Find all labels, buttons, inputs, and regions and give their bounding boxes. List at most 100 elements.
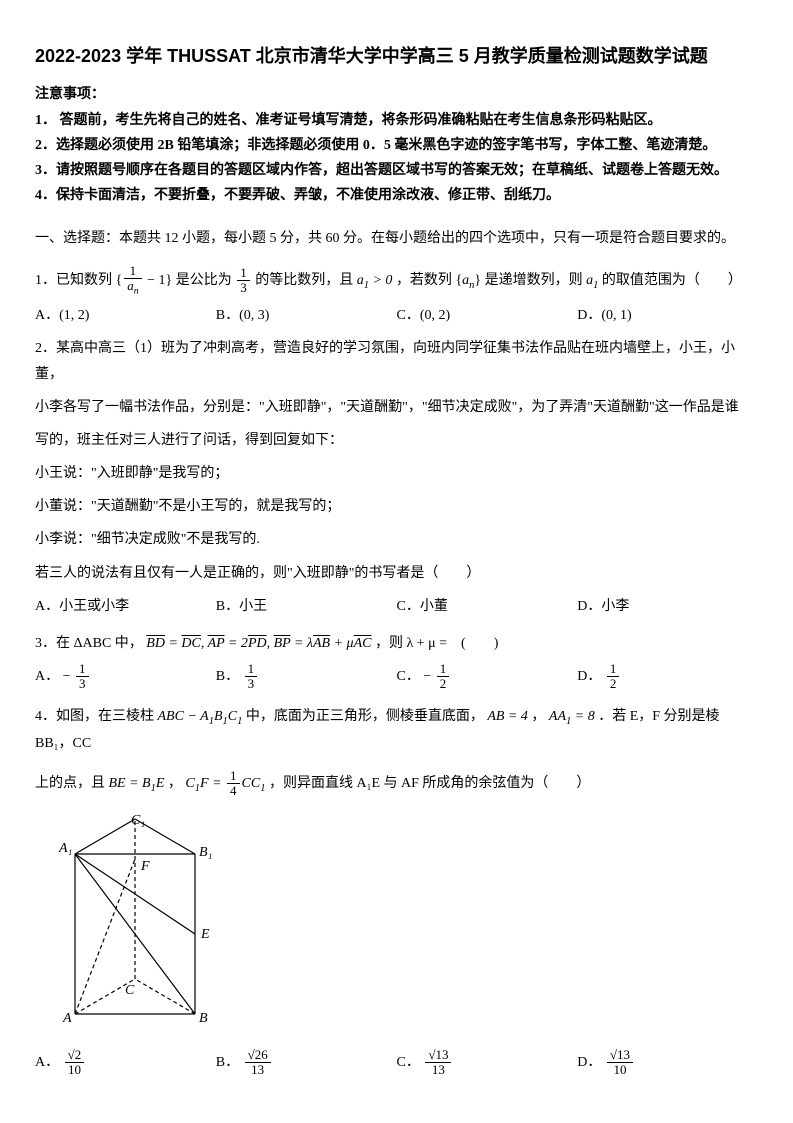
q2-line6: 小李说："细节决定成败"不是我写的. bbox=[35, 527, 758, 552]
q2-option-b: B．小王 bbox=[216, 594, 397, 619]
q2-options: A．小王或小李 B．小王 C．小董 D．小李 bbox=[35, 594, 758, 619]
q1-prefix: 1．已知数列 bbox=[35, 273, 112, 288]
q1-optB-label: B． bbox=[216, 308, 239, 323]
q1-optA-val: (1, 2) bbox=[59, 308, 89, 323]
q3-optD-frac: 12 bbox=[607, 662, 620, 692]
q4-l1a: 4．如图，在三棱柱 bbox=[35, 709, 158, 724]
label-C: C bbox=[125, 983, 135, 998]
q4-optB-label: B． bbox=[216, 1055, 239, 1070]
q1-option-a: A．(1, 2) bbox=[35, 303, 216, 328]
q1-mid3: ，若数列 bbox=[396, 273, 452, 288]
q1-suffix: 的取值范围为（ ） bbox=[602, 273, 742, 288]
question-3: 3．在 ΔABC 中， BD = DC, AP = 2PD, BP = λAB … bbox=[35, 631, 758, 656]
q4-option-c: C． √1313 bbox=[397, 1048, 578, 1078]
q3-optA-label: A． bbox=[35, 669, 59, 684]
q4-ab: AB = 4 bbox=[487, 709, 528, 724]
notice-3: 3．请按照题号顺序在各题目的答题区域内作答，超出答题区域书写的答案无效；在草稿纸… bbox=[35, 158, 758, 183]
label-B1: B₁ bbox=[199, 845, 212, 860]
q4-l2a: 上的点，且 bbox=[35, 776, 109, 791]
q1-option-d: D．(0, 1) bbox=[577, 303, 758, 328]
q4-cc1: CC1 bbox=[242, 776, 266, 791]
q1-option-b: B．(0, 3) bbox=[216, 303, 397, 328]
notice-4: 4．保持卡面清洁，不要折叠，不要弄破、弄皱，不准使用涂改液、修正带、刮纸刀。 bbox=[35, 183, 758, 208]
q1-seq-frac: 1an bbox=[124, 264, 141, 298]
q1-seq2: {an} bbox=[455, 273, 481, 288]
q4-optC-frac: √1313 bbox=[425, 1048, 451, 1078]
q3-optC-label: C． bbox=[397, 669, 420, 684]
q1-optD-val: (0, 1) bbox=[601, 308, 631, 323]
q3-optC-frac: 12 bbox=[437, 662, 450, 692]
q3-option-c: C． − 12 bbox=[397, 662, 578, 692]
label-B: B bbox=[199, 1011, 208, 1024]
q1-option-c: C．(0, 2) bbox=[397, 303, 578, 328]
question-4-line1: 4．如图，在三棱柱 ABC − A1B1C1 中，底面为正三角形，侧棱垂直底面，… bbox=[35, 704, 758, 757]
q4-options: A． √210 B． √2613 C． √1313 D． √1310 bbox=[35, 1048, 758, 1078]
q2-line3: 写的，班主任对三人进行了问话，得到回复如下： bbox=[35, 428, 758, 453]
q4-option-a: A． √210 bbox=[35, 1048, 216, 1078]
q2-option-c: C．小董 bbox=[397, 594, 578, 619]
q1-optB-val: (0, 3) bbox=[239, 308, 269, 323]
label-A1: A₁ bbox=[58, 841, 72, 856]
q1-optC-val: (0, 2) bbox=[420, 308, 450, 323]
q1-brace-open: { bbox=[116, 273, 123, 288]
q4-prism-name: ABC − A1B1C1 bbox=[158, 709, 243, 724]
q4-optD-frac: √1310 bbox=[607, 1048, 633, 1078]
q3-option-a: A． − 13 bbox=[35, 662, 216, 692]
label-E: E bbox=[200, 927, 210, 942]
q3-suffix: ，则 λ + μ = ( ) bbox=[375, 636, 498, 651]
q4-l2c: ， bbox=[168, 776, 182, 791]
q3-optA-frac: 13 bbox=[76, 662, 89, 692]
q1-cond2: a1 bbox=[586, 273, 598, 288]
q3-eq: BD = DC, AP = 2PD, BP = λAB + μAC bbox=[146, 636, 371, 651]
q3-optC-sign: − bbox=[423, 669, 434, 684]
q1-mid4: 是递增数列，则 bbox=[485, 273, 583, 288]
section-1-heading: 一、选择题：本题共 12 小题，每小题 5 分，共 60 分。在每小题给出的四个… bbox=[35, 226, 758, 251]
question-1: 1．已知数列 {1an − 1} 是公比为 13 的等比数列，且 a1 > 0 … bbox=[35, 264, 758, 298]
q1-mid1: 是公比为 bbox=[176, 273, 232, 288]
q2-line5: 小董说："天道酬勤"不是小王写的，就是我写的； bbox=[35, 494, 758, 519]
q2-line2: 小李各写了一幅书法作品，分别是："入班即静"，"天道酬勤"，"细节决定成败"，为… bbox=[35, 395, 758, 420]
q1-optA-label: A． bbox=[35, 308, 59, 323]
q2-line1: 2．某高中高三（1）班为了冲刺高考，营造良好的学习氛围，向班内同学征集书法作品贴… bbox=[35, 336, 758, 386]
q4-option-b: B． √2613 bbox=[216, 1048, 397, 1078]
q3-option-d: D． 12 bbox=[577, 662, 758, 692]
q3-text: 3．在 ΔABC 中， bbox=[35, 636, 143, 651]
q4-option-d: D． √1310 bbox=[577, 1048, 758, 1078]
q3-optA-sign: − bbox=[63, 669, 74, 684]
q1-minus1: − 1} bbox=[144, 273, 173, 288]
q1-optD-label: D． bbox=[577, 308, 601, 323]
q2-line4: 小王说："入班即静"是我写的； bbox=[35, 461, 758, 486]
q2-line7: 若三人的说法有且仅有一人是正确的，则"入班即静"的书写者是（ ） bbox=[35, 561, 758, 586]
q4-l2f: ，则异面直线 A₁E 与 AF 所成角的余弦值为（ ） bbox=[269, 776, 590, 791]
q3-optD-label: D． bbox=[577, 669, 601, 684]
q4-optD-label: D． bbox=[577, 1055, 601, 1070]
notice-heading: 注意事项： bbox=[35, 82, 758, 107]
label-F: F bbox=[140, 859, 150, 874]
q4-optC-label: C． bbox=[397, 1055, 420, 1070]
q4-c1f: C1F = bbox=[185, 776, 225, 791]
q1-options: A．(1, 2) B．(0, 3) C．(0, 2) D．(0, 1) bbox=[35, 303, 758, 328]
notice-1: 1． 答题前，考生先将自己的姓名、准考证号填写清楚，将条形码准确粘贴在考生信息条… bbox=[35, 108, 758, 133]
q2-option-d: D．小李 bbox=[577, 594, 758, 619]
q3-optB-frac: 13 bbox=[245, 662, 258, 692]
q4-optA-frac: √210 bbox=[65, 1048, 85, 1078]
question-4-line2: 上的点，且 BE = B1E ， C1F = 14CC1 ，则异面直线 A₁E … bbox=[35, 769, 758, 799]
prism-figure: A B C A₁ B₁ C₁ E F bbox=[55, 814, 235, 1024]
q1-cond1: a1 > 0 bbox=[357, 273, 393, 288]
q3-option-b: B． 13 bbox=[216, 662, 397, 692]
q1-ratio: 13 bbox=[237, 266, 250, 296]
q3-options: A． − 13 B． 13 C． − 12 D． 12 bbox=[35, 662, 758, 692]
q4-l1b: 中，底面为正三角形，侧棱垂直底面， bbox=[246, 709, 484, 724]
notice-2: 2．选择题必须使用 2B 铅笔填涂；非选择题必须使用 0．5 毫米黑色字迹的签字… bbox=[35, 133, 758, 158]
q4-be: BE = B1E bbox=[109, 776, 165, 791]
q4-l1d: ， bbox=[531, 709, 545, 724]
label-C1: C₁ bbox=[131, 814, 145, 828]
q4-frac: 14 bbox=[227, 769, 240, 799]
q4-aa1: AA1 = 8 bbox=[549, 709, 595, 724]
q4-optB-frac: √2613 bbox=[245, 1048, 271, 1078]
label-A: A bbox=[62, 1011, 72, 1024]
q1-mid2: 的等比数列，且 bbox=[255, 273, 353, 288]
q3-optB-label: B． bbox=[216, 669, 239, 684]
q2-option-a: A．小王或小李 bbox=[35, 594, 216, 619]
q4-optA-label: A． bbox=[35, 1055, 59, 1070]
